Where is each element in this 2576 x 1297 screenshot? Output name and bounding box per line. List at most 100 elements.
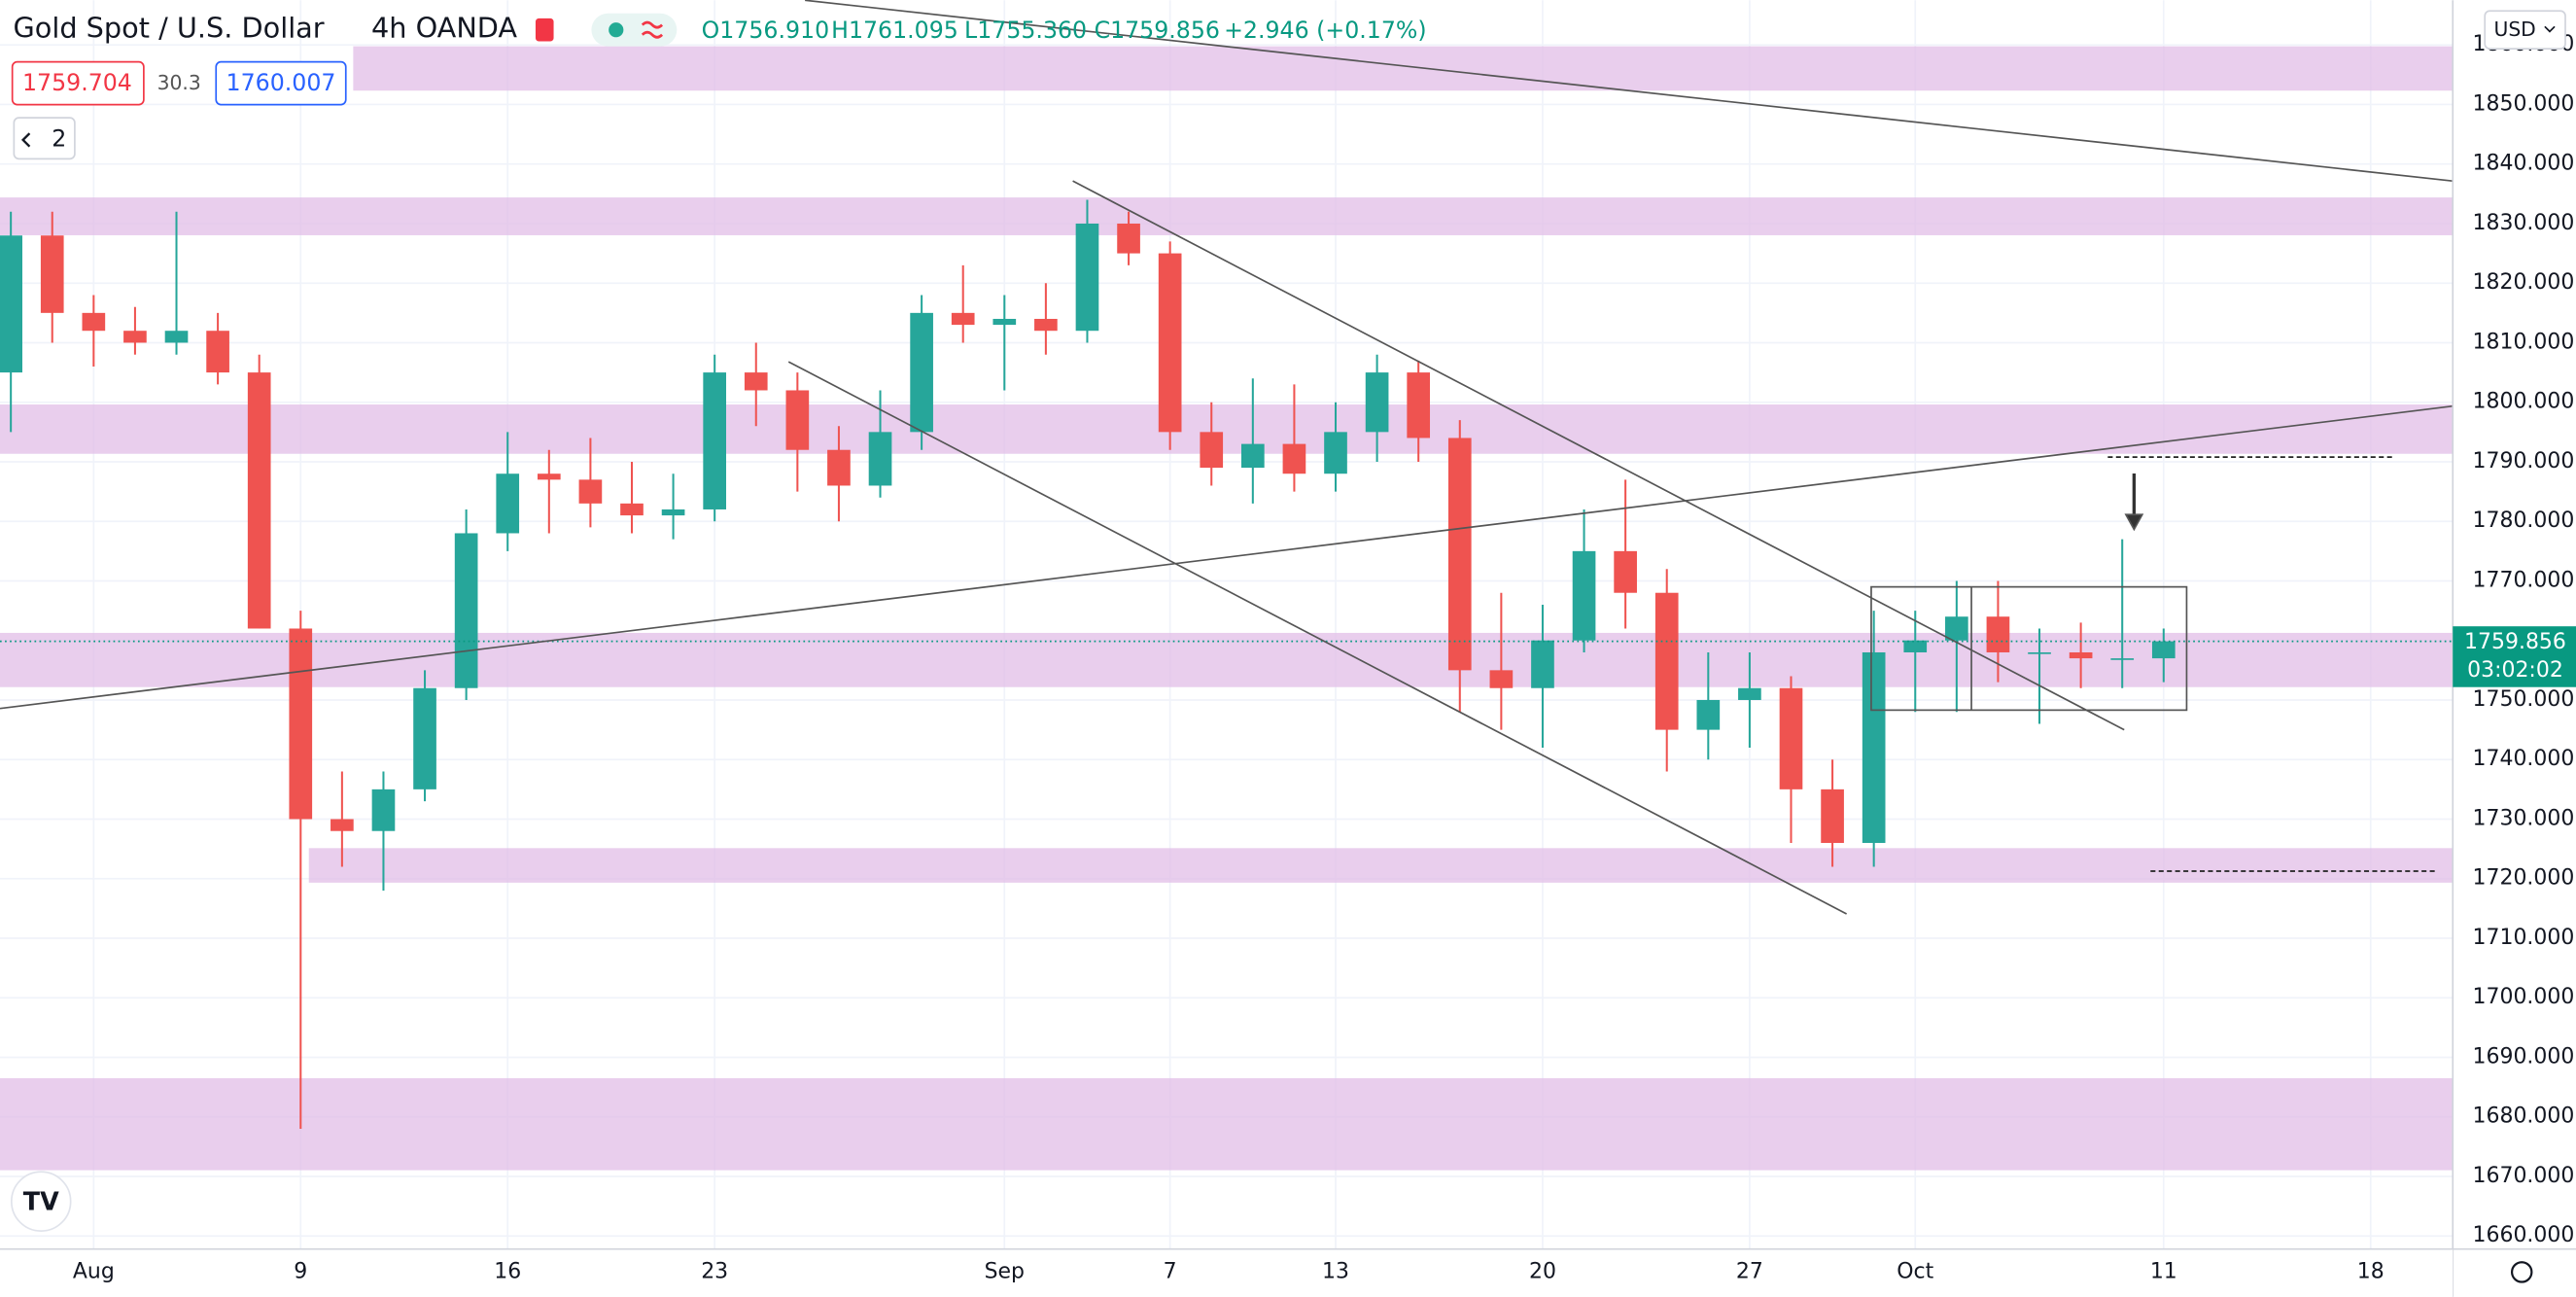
ohlc-close: C1759.856 (1095, 17, 1220, 44)
y-tick-label: 1840.000 (2473, 152, 2575, 176)
x-tick-label: Sep (985, 1259, 1025, 1283)
candle-body (1945, 616, 1968, 641)
logo[interactable] (10, 1171, 72, 1232)
candle-body (206, 331, 229, 373)
candle-body (1986, 616, 2010, 652)
candle-body (1654, 592, 1679, 730)
price-label: 1759.856 (2464, 630, 2566, 654)
x-tick-label: 9 (294, 1259, 307, 1283)
candle-body (1407, 372, 1431, 438)
countdown: 03:02:02 (2467, 658, 2563, 683)
x-tick-label: 11 (2150, 1259, 2177, 1283)
candle-body (2069, 651, 2093, 659)
zone (353, 46, 2454, 91)
y-tick-label: 1780.000 (2473, 508, 2575, 533)
settings-icon[interactable] (2510, 1261, 2533, 1283)
candle-body (40, 235, 64, 313)
candle-body (868, 432, 892, 486)
sell-button[interactable] (11, 60, 145, 106)
candle-body (2110, 658, 2135, 660)
candle-body (992, 318, 1017, 326)
x-tick-label: 20 (1529, 1259, 1556, 1283)
candle-body (82, 312, 106, 332)
indicator-toggle[interactable] (13, 117, 76, 160)
x-tick-label: Oct (1897, 1259, 1933, 1283)
candle-body (703, 372, 727, 509)
candle-body (827, 449, 851, 486)
candle-body (331, 819, 354, 831)
candle-body (910, 312, 933, 433)
x-tick-label: 27 (1736, 1259, 1763, 1283)
x-tick-label: 18 (2357, 1259, 2385, 1283)
interval: 4h (371, 12, 406, 45)
price-label-box (2453, 626, 2576, 687)
candles (0, 199, 2454, 1129)
drawings (0, 0, 2454, 915)
candle-body (371, 789, 396, 831)
zones (0, 46, 2454, 1171)
range-box (1870, 585, 2188, 712)
time-axis (0, 1248, 2454, 1297)
candle-body (1241, 443, 1265, 469)
zone (0, 197, 2454, 235)
candle-body (1531, 640, 1554, 688)
zone (308, 848, 2454, 883)
y-tick-label: 1690.000 (2473, 1044, 2575, 1069)
x-tick-label: 13 (1322, 1259, 1349, 1283)
candle-body (1365, 372, 1389, 433)
candle-body (164, 331, 189, 343)
candle-body (1489, 670, 1514, 688)
candle-body (1447, 438, 1472, 671)
candle-body (744, 372, 768, 391)
flag-icon[interactable] (535, 18, 554, 42)
y-tick-label: 1730.000 (2473, 806, 2575, 830)
y-tick-label: 1660.000 (2473, 1223, 2575, 1247)
candle-body (1862, 651, 1886, 843)
candle-body (2028, 651, 2051, 654)
candle-body (1821, 789, 1844, 843)
candle-body (1903, 640, 1928, 652)
zone (0, 404, 2454, 454)
symbol: Gold Spot / U.S. Dollar (14, 12, 325, 45)
exchange: OANDA (416, 12, 518, 45)
candle-body (578, 479, 603, 504)
sell-price[interactable]: 1759.704 (22, 69, 132, 96)
arrow-head (2124, 513, 2144, 532)
candle-body (289, 628, 313, 820)
candle-body (1075, 223, 1099, 332)
buy-button[interactable] (215, 60, 347, 106)
status-pill[interactable] (591, 13, 678, 47)
y-tick-label: 1850.000 (2473, 91, 2575, 116)
candle-body (1117, 223, 1140, 254)
ohlc-high: H1761.095 (831, 17, 958, 44)
candle-body (1696, 699, 1721, 730)
candle-body (1572, 550, 1596, 641)
chevron (2544, 25, 2556, 33)
candle-body (1158, 253, 1182, 433)
y-tick-label: 1800.000 (2473, 390, 2575, 414)
spread: 30.3 (157, 71, 201, 94)
x-tick-label: 7 (1164, 1259, 1177, 1283)
x-tick-label: 23 (701, 1259, 728, 1283)
y-tick-label: 1700.000 (2473, 985, 2575, 1009)
axis-labels: 1660.000 1670.000 1680.000 1690.000 1700.000… (73, 32, 2574, 1283)
candle-body (123, 331, 147, 343)
x-tick-label: Aug (73, 1259, 115, 1283)
y-tick-label: 1720.000 (2473, 866, 2575, 891)
trend-line (787, 361, 1848, 915)
candle-body (951, 312, 975, 326)
buy-price[interactable]: 1760.007 (226, 69, 336, 96)
y-tick-label: 1830.000 (2473, 211, 2575, 235)
candle-body (2151, 641, 2176, 659)
candle-body (247, 372, 271, 629)
candle-body (1282, 443, 1306, 474)
ohlc-change: +2.946 (+0.17%) (1224, 17, 1427, 44)
indicator-count: 2 (52, 124, 66, 152)
currency-button[interactable] (2484, 10, 2566, 50)
zone (0, 632, 2454, 687)
currency[interactable]: USD (2493, 18, 2535, 41)
candle-body (1034, 318, 1058, 332)
candle-body (454, 533, 478, 688)
